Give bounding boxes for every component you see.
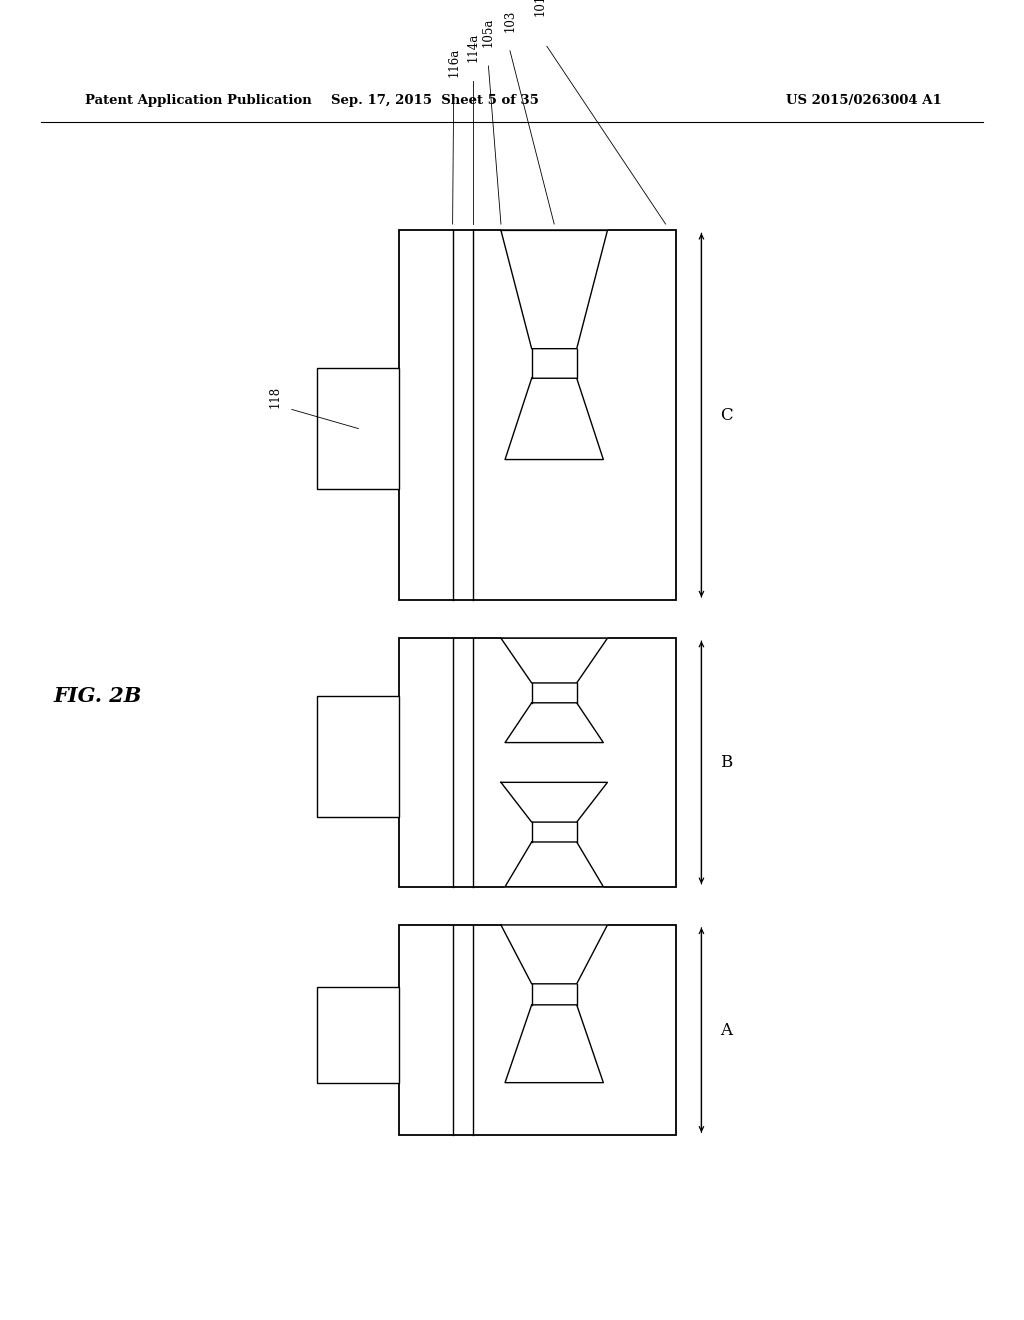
Text: 116a: 116a	[447, 49, 460, 78]
Polygon shape	[501, 925, 607, 983]
Polygon shape	[501, 783, 607, 822]
Polygon shape	[501, 231, 607, 348]
Text: 118: 118	[268, 385, 282, 408]
Polygon shape	[505, 702, 603, 743]
Text: 101: 101	[534, 0, 546, 16]
Text: B: B	[720, 754, 732, 771]
Text: 114a: 114a	[467, 33, 479, 62]
Polygon shape	[505, 842, 603, 887]
Bar	[399, 925, 676, 1135]
Bar	[317, 987, 399, 1082]
Text: Sep. 17, 2015  Sheet 5 of 35: Sep. 17, 2015 Sheet 5 of 35	[331, 94, 540, 107]
Text: A: A	[720, 1022, 732, 1039]
Text: Patent Application Publication: Patent Application Publication	[85, 94, 311, 107]
Text: C: C	[720, 407, 732, 424]
Text: 105a: 105a	[482, 17, 495, 48]
Polygon shape	[505, 379, 603, 459]
Text: 103: 103	[504, 9, 516, 32]
Polygon shape	[505, 1005, 603, 1082]
Text: FIG. 2B: FIG. 2B	[53, 685, 141, 706]
Bar	[317, 368, 399, 490]
Bar	[399, 638, 676, 887]
Text: US 2015/0263004 A1: US 2015/0263004 A1	[786, 94, 942, 107]
Bar	[399, 231, 676, 601]
Polygon shape	[501, 638, 607, 682]
Bar	[317, 696, 399, 817]
